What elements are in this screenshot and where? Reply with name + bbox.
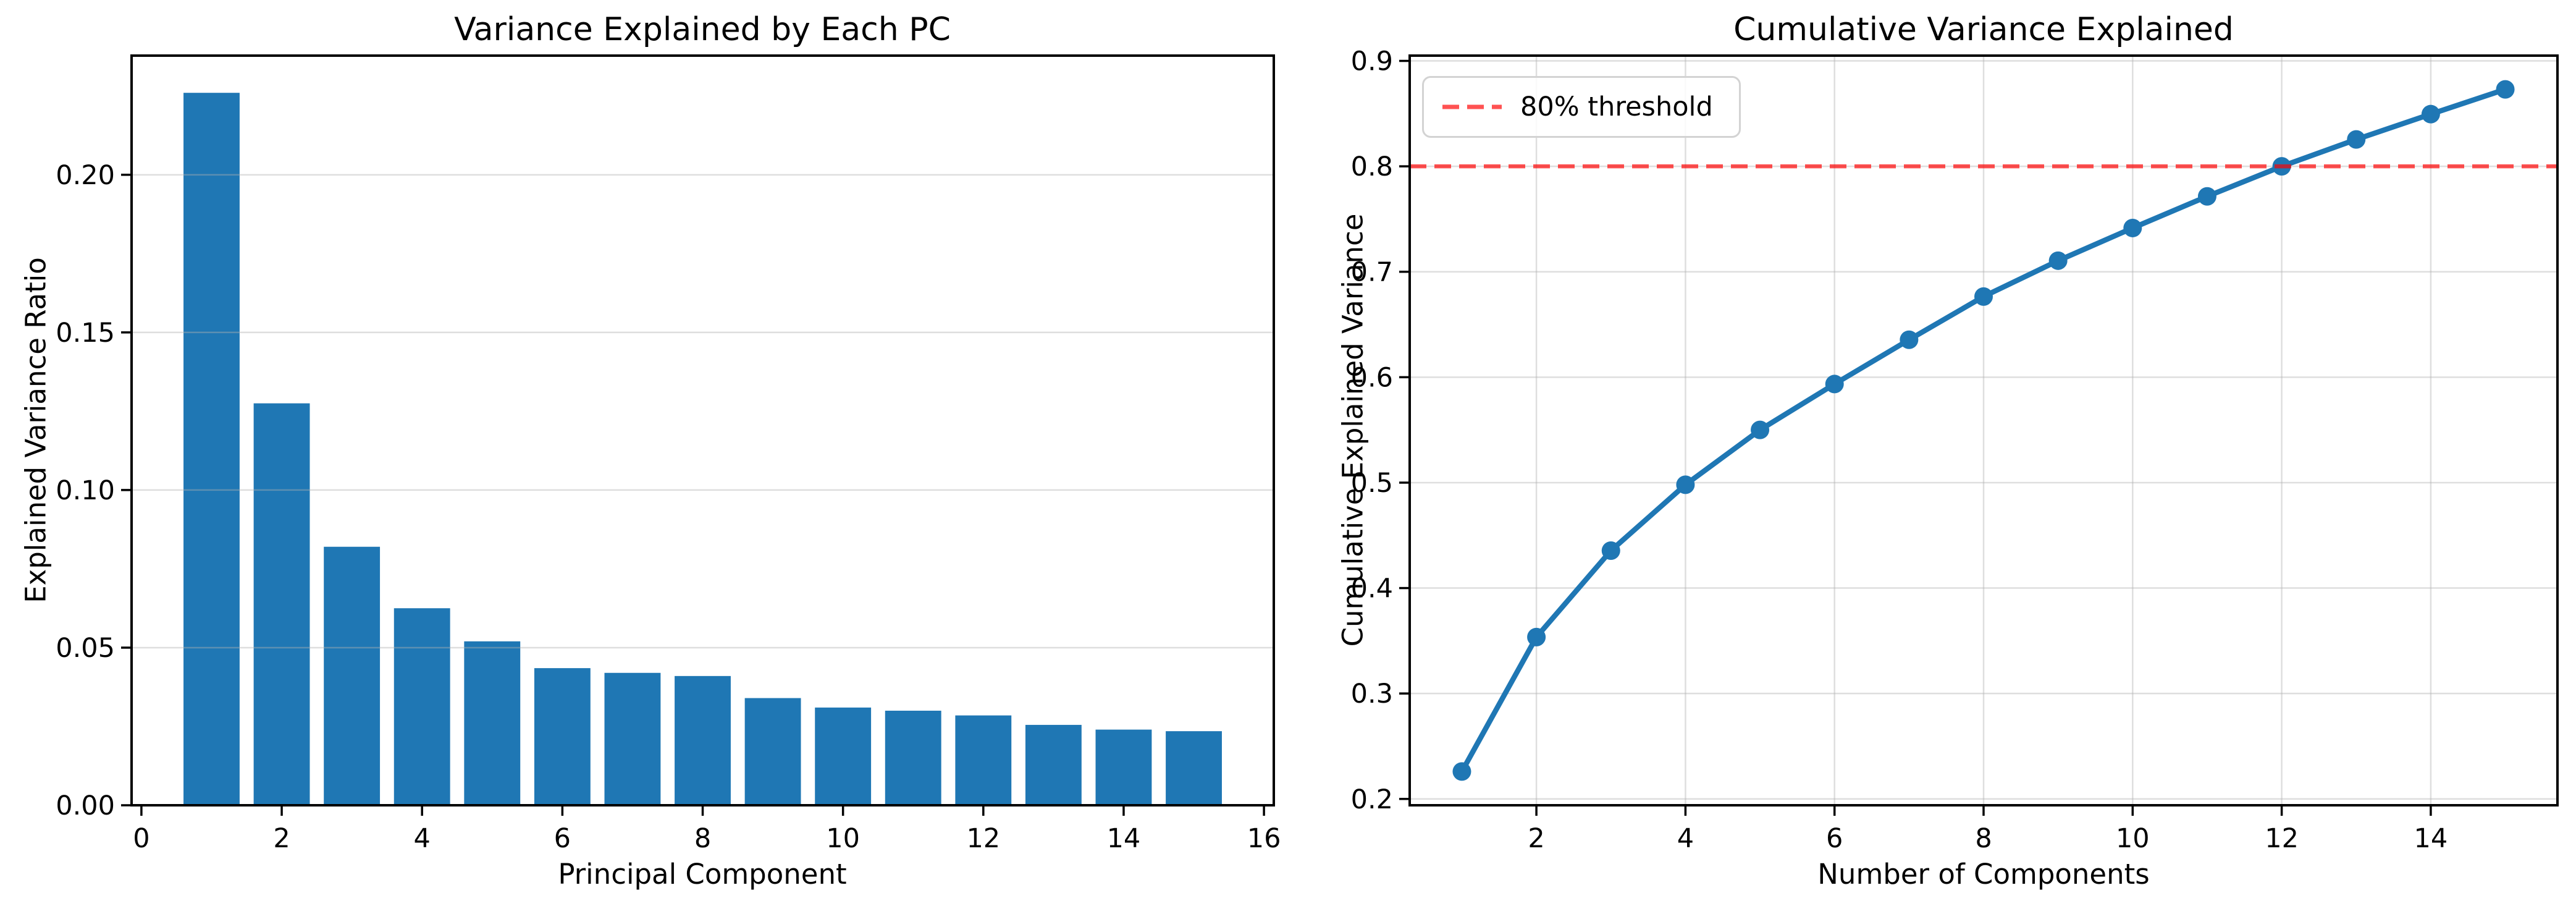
svg-text:0.7: 0.7 (1351, 257, 1393, 288)
svg-text:16: 16 (1247, 823, 1281, 854)
legend-box: 80% threshold (1422, 76, 1741, 138)
svg-text:10: 10 (826, 823, 860, 854)
svg-text:0.3: 0.3 (1351, 679, 1393, 709)
legend-label: 80% threshold (1520, 91, 1713, 122)
svg-text:6: 6 (1826, 823, 1843, 854)
svg-text:0.10: 0.10 (56, 475, 115, 506)
svg-text:4: 4 (1677, 823, 1694, 854)
bar-chart-xlabel: Principal Component (558, 858, 847, 891)
line-chart-title: Cumulative Variance Explained (1733, 11, 2234, 48)
svg-text:14: 14 (2414, 823, 2448, 854)
svg-text:8: 8 (694, 823, 711, 854)
threshold-legend-line (1442, 104, 1502, 109)
svg-text:0.8: 0.8 (1351, 151, 1393, 182)
svg-text:0.00: 0.00 (56, 790, 115, 821)
svg-text:10: 10 (2116, 823, 2150, 854)
svg-text:0.05: 0.05 (56, 633, 115, 664)
svg-text:12: 12 (2265, 823, 2299, 854)
svg-text:0.2: 0.2 (1351, 784, 1393, 815)
svg-text:8: 8 (1975, 823, 1992, 854)
svg-text:0.20: 0.20 (56, 160, 115, 191)
svg-text:0.15: 0.15 (56, 318, 115, 349)
svg-text:12: 12 (966, 823, 1000, 854)
svg-text:4: 4 (414, 823, 431, 854)
svg-text:0.9: 0.9 (1351, 46, 1393, 77)
svg-text:0.5: 0.5 (1351, 468, 1393, 499)
svg-text:2: 2 (1528, 823, 1544, 854)
svg-text:14: 14 (1107, 823, 1141, 854)
bar-chart-ylabel: Explained Variance Ratio (19, 257, 53, 603)
line-chart-ylabel: Cumulative Explained Variance (1336, 213, 1370, 647)
svg-text:6: 6 (554, 823, 571, 854)
bar-chart-title: Variance Explained by Each PC (454, 11, 951, 48)
svg-text:0: 0 (133, 823, 149, 854)
svg-text:0.4: 0.4 (1351, 574, 1393, 604)
line-chart-xlabel: Number of Components (1817, 858, 2150, 891)
svg-text:0.6: 0.6 (1351, 362, 1393, 393)
svg-text:2: 2 (273, 823, 290, 854)
